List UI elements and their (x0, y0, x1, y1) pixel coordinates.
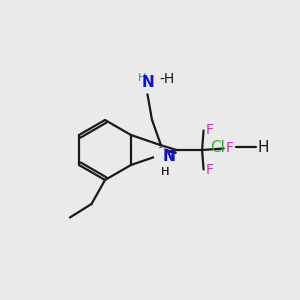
Text: F: F (206, 163, 214, 176)
Text: N: N (163, 149, 175, 164)
Text: F: F (206, 124, 214, 137)
Text: H: H (138, 73, 146, 83)
Text: -H: -H (160, 72, 175, 86)
Text: H: H (257, 140, 269, 154)
Text: F: F (226, 142, 234, 155)
Text: N: N (163, 149, 175, 164)
Text: N: N (142, 75, 154, 90)
Text: Cl: Cl (210, 140, 225, 154)
Text: H: H (160, 167, 169, 177)
Text: H: H (160, 167, 169, 177)
